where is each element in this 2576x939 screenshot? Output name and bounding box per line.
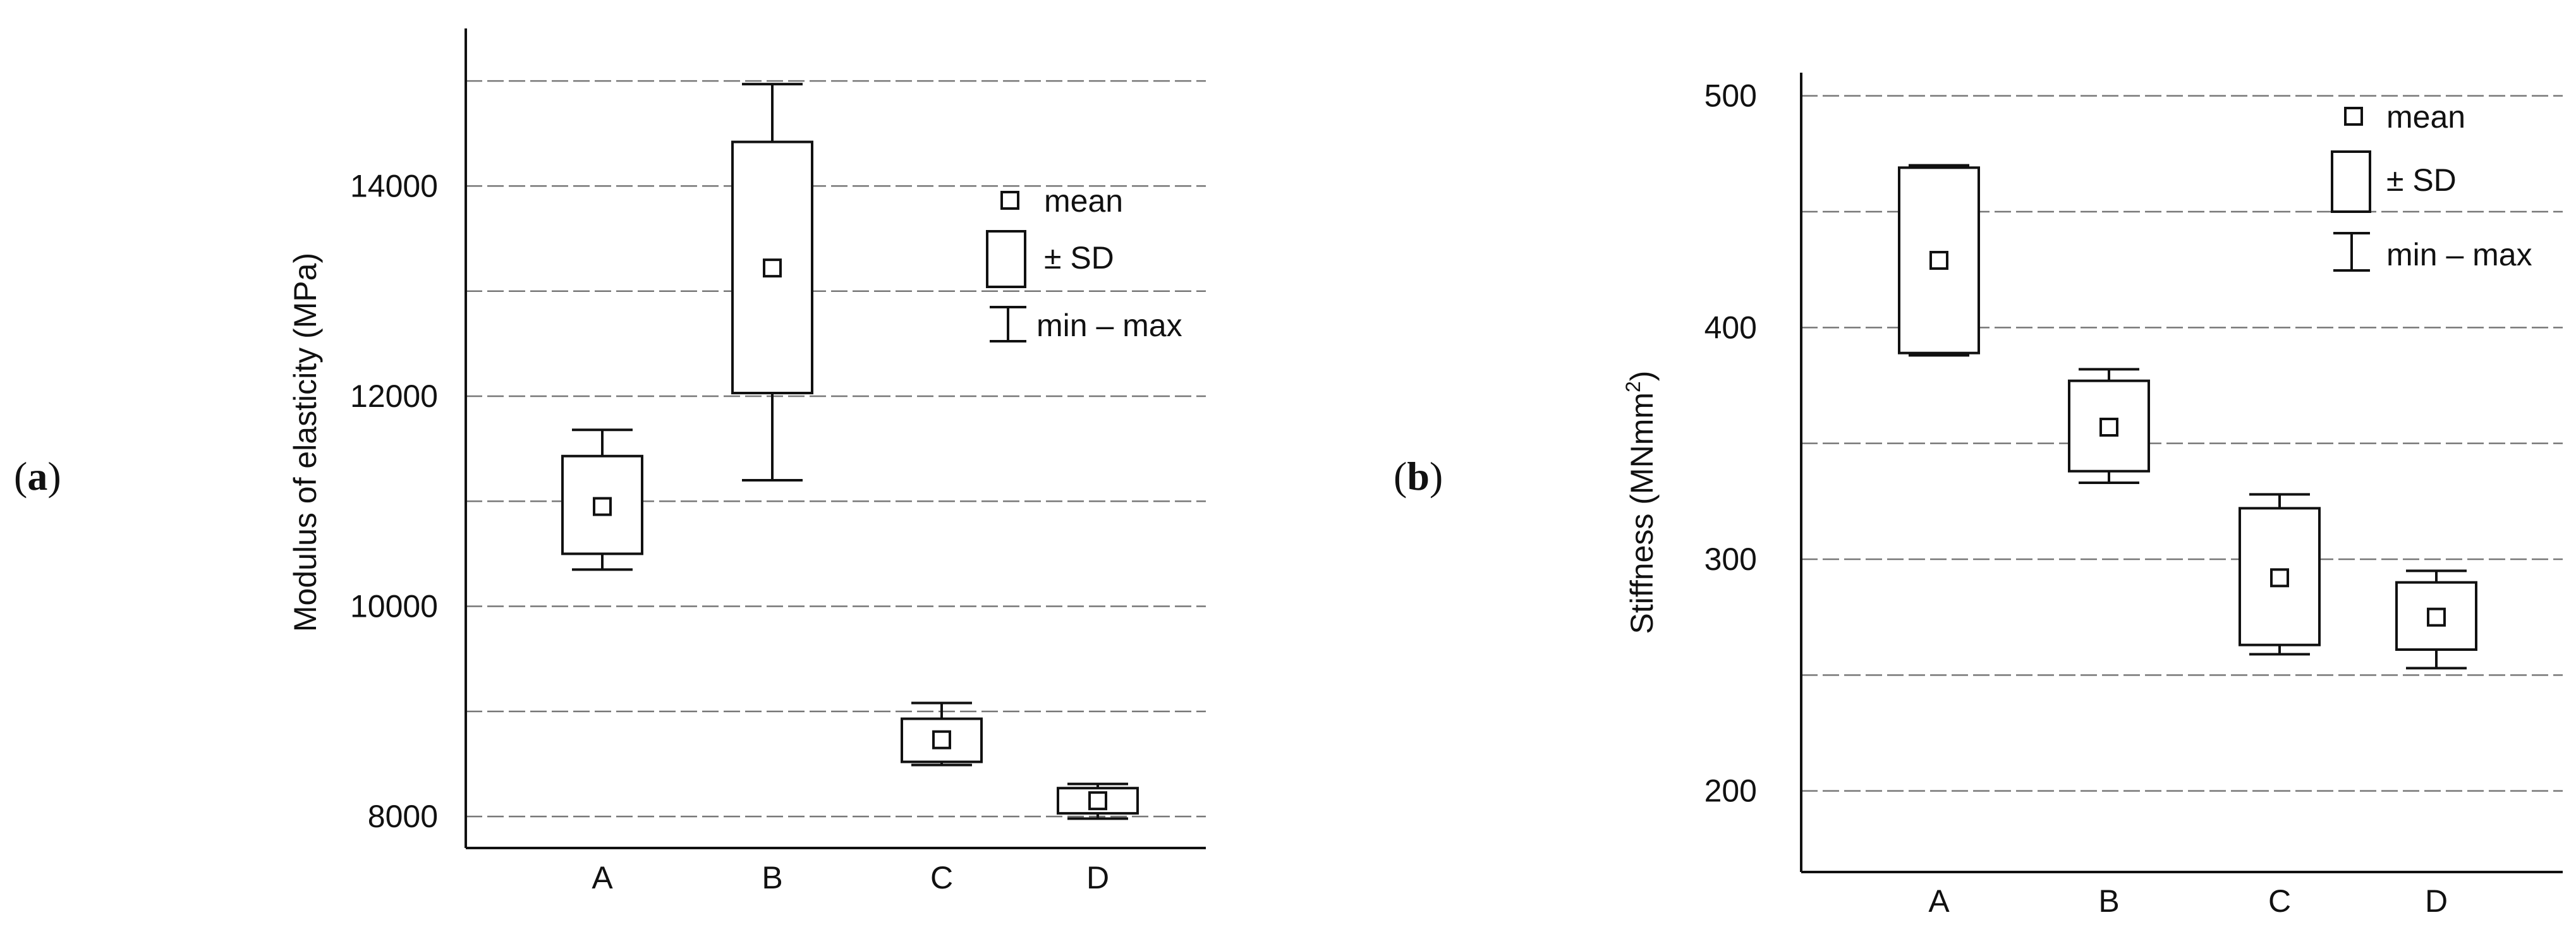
legend-mean-label: mean xyxy=(2386,99,2465,135)
box-D xyxy=(1057,782,1139,820)
chart-a-y-ticks: 8000 10000 12000 14000 xyxy=(350,168,438,834)
legend-minmax-whisker-icon xyxy=(2333,232,2370,272)
mean-marker xyxy=(1088,791,1107,811)
legend-sd-box-icon xyxy=(986,230,1026,288)
box-C xyxy=(901,701,983,766)
y-tick-label: 300 xyxy=(1704,542,1757,577)
legend-minmax-label: min – max xyxy=(1036,308,1182,343)
mean-marker xyxy=(593,497,612,516)
chart-b-boxes xyxy=(1898,164,2477,670)
x-tick-label: A xyxy=(592,860,613,895)
box-A xyxy=(1898,164,1980,357)
chart-b-gridlines xyxy=(1801,95,2563,792)
panel-label-a: (a) xyxy=(14,454,61,499)
x-tick-label: B xyxy=(2098,883,2119,919)
box-C xyxy=(2239,493,2321,656)
mean-marker xyxy=(1929,251,1948,270)
x-tick-label: B xyxy=(762,860,782,895)
chart-a-legend: mean ± SD min – max xyxy=(986,183,1182,343)
x-tick-label: C xyxy=(930,860,953,895)
y-tick-label: 10000 xyxy=(350,589,438,624)
legend-mean-marker-icon xyxy=(2344,107,2363,126)
legend-mean-label: mean xyxy=(1044,183,1123,219)
legend-mean-marker-icon xyxy=(1000,191,1019,210)
x-tick-label: C xyxy=(2268,883,2291,919)
chart-a-boxes xyxy=(561,83,1139,820)
sd-box xyxy=(2068,379,2150,473)
y-tick-label: 200 xyxy=(1704,773,1757,809)
y-tick-label: 8000 xyxy=(368,799,438,834)
chart-b-y-axis-label: Stiffness (MNmm2) xyxy=(1622,371,1660,634)
x-tick-label: D xyxy=(1086,860,1109,895)
x-tick-label: D xyxy=(2425,883,2448,919)
y-tick-label: 14000 xyxy=(350,168,438,203)
box-B xyxy=(731,83,813,482)
x-tick-label: A xyxy=(1928,883,1950,919)
panel-label-b: (b) xyxy=(1394,454,1443,499)
chart-a: 8000 10000 12000 14000 A B C D Modulus of elas… xyxy=(288,28,1206,895)
chart-a-x-ticks: A B C D xyxy=(592,860,1109,895)
mean-marker xyxy=(2427,607,2446,627)
legend-minmax-whisker-icon xyxy=(990,306,1026,342)
legend-sd-box-icon xyxy=(2331,150,2371,213)
y-tick-label: 500 xyxy=(1704,78,1757,114)
chart-b-y-ticks: 200 300 400 500 xyxy=(1704,78,1757,809)
mean-marker xyxy=(932,730,951,749)
legend-minmax-label: min – max xyxy=(2386,237,2532,272)
chart-a-y-axis-label: Modulus of elasticity (MPa) xyxy=(288,253,323,632)
legend-sd-label: ± SD xyxy=(2386,162,2457,198)
mean-marker xyxy=(2099,418,2118,437)
chart-b-legend: mean ± SD min – max xyxy=(2331,99,2532,272)
y-tick-label: 400 xyxy=(1704,310,1757,345)
mean-marker xyxy=(763,258,782,278)
chart-b: 200 300 400 500 A B C D Stiffness (MNmm2) mean… xyxy=(1622,73,2563,919)
legend-sd-label: ± SD xyxy=(1044,240,1114,276)
mean-marker xyxy=(2270,568,2289,588)
chart-b-x-ticks: A B C D xyxy=(1928,883,2448,919)
box-D xyxy=(2395,569,2477,670)
box-A xyxy=(561,428,643,571)
y-tick-label: 12000 xyxy=(350,379,438,414)
box-B xyxy=(2068,368,2150,484)
